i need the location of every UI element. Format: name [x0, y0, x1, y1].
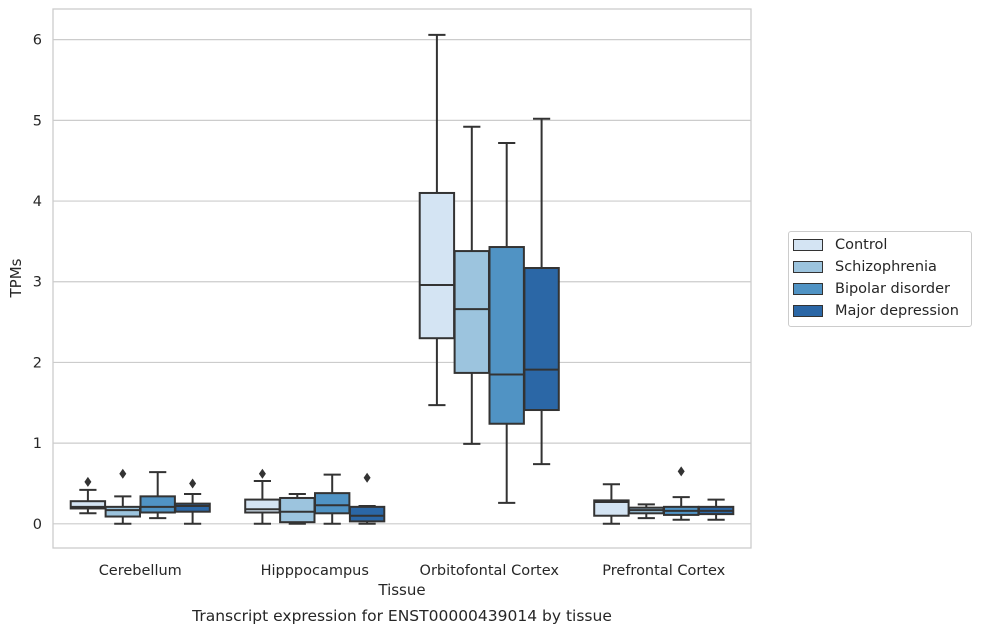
outlier-point: [363, 472, 371, 483]
legend-swatch-bipolar-disorder: [793, 283, 823, 295]
box-series: [69, 33, 735, 525]
iqr-box: [279, 496, 316, 524]
x-tick-label-hipppocampus: Hipppocampus: [261, 563, 369, 579]
box-prefrontal-cortex-bipolar-disorder: [663, 466, 700, 521]
legend-item-major-depression: Major depression: [793, 301, 959, 321]
box-orbitofontal-cortex-major-depression: [523, 117, 560, 466]
iqr-box: [488, 246, 525, 425]
iqr-box: [523, 267, 560, 412]
box-cerebellum-control: [69, 476, 107, 515]
y-tick-label: 5: [33, 113, 42, 129]
y-tick-label: 1: [33, 436, 42, 452]
legend-swatch-control: [793, 239, 823, 251]
gridlines: [53, 39, 751, 525]
legend: Control Schizophrenia Bipolar disorder M…: [788, 231, 972, 327]
plot-frame: [52, 8, 752, 549]
legend-swatch-major-depression: [793, 305, 823, 317]
box-prefrontal-cortex-major-depression: [697, 498, 735, 521]
chart-title: Transcript expression for ENST0000043901…: [191, 607, 612, 625]
y-tick-label: 0: [33, 517, 42, 533]
y-tick-label: 4: [33, 194, 42, 210]
box-orbitofontal-cortex-control: [418, 33, 456, 407]
outlier-point: [258, 468, 266, 479]
box-cerebellum-major-depression: [174, 478, 211, 525]
y-axis-label: TPMs: [7, 258, 25, 298]
outlier-point: [119, 468, 127, 479]
x-tick-label-prefrontal-cortex: Prefrontal Cortex: [602, 563, 725, 579]
iqr-box: [104, 505, 141, 518]
box-hipppocampus-major-depression: [348, 472, 386, 525]
box-orbitofontal-cortex-bipolar-disorder: [488, 141, 525, 504]
iqr-box: [348, 505, 386, 523]
iqr-box: [453, 250, 490, 374]
iqr-box: [69, 500, 107, 510]
box-cerebellum-bipolar-disorder: [139, 471, 176, 520]
plot-background: [53, 9, 751, 548]
box-hipppocampus-schizophrenia: [279, 492, 316, 525]
y-tick-label: 6: [33, 33, 42, 49]
legend-item-bipolar-disorder: Bipolar disorder: [793, 279, 950, 299]
legend-label-schizophrenia: Schizophrenia: [835, 259, 937, 275]
iqr-box: [418, 191, 456, 340]
legend-label-major-depression: Major depression: [835, 303, 959, 319]
box-hipppocampus-bipolar-disorder: [314, 473, 351, 525]
outlier-point: [189, 478, 197, 489]
box-hipppocampus-control: [244, 468, 281, 525]
outlier-point: [84, 476, 92, 487]
box-orbitofontal-cortex-schizophrenia: [453, 125, 490, 445]
iqr-box: [174, 502, 211, 513]
y-tick-label: 2: [33, 355, 42, 371]
legend-item-control: Control: [793, 235, 887, 255]
legend-label-control: Control: [835, 237, 888, 253]
x-tick-label-orbitofontal-cortex: Orbitofontal Cortex: [420, 563, 560, 579]
y-tick-labels: 0 1 2 3 4 5 6: [33, 33, 42, 533]
outlier-point: [677, 466, 685, 477]
y-tick-label: 3: [33, 275, 42, 291]
legend-label-bipolar-disorder: Bipolar disorder: [835, 281, 950, 297]
iqr-box: [139, 495, 176, 514]
x-tick-labels: Cerebellum Hipppocampus Orbitofontal Corte…: [99, 563, 726, 579]
x-tick-label-cerebellum: Cerebellum: [99, 563, 182, 579]
iqr-box: [314, 492, 351, 515]
x-axis-label: Tissue: [377, 581, 425, 599]
iqr-box: [244, 498, 281, 514]
legend-swatch-schizophrenia: [793, 261, 823, 273]
legend-item-schizophrenia: Schizophrenia: [793, 257, 937, 277]
